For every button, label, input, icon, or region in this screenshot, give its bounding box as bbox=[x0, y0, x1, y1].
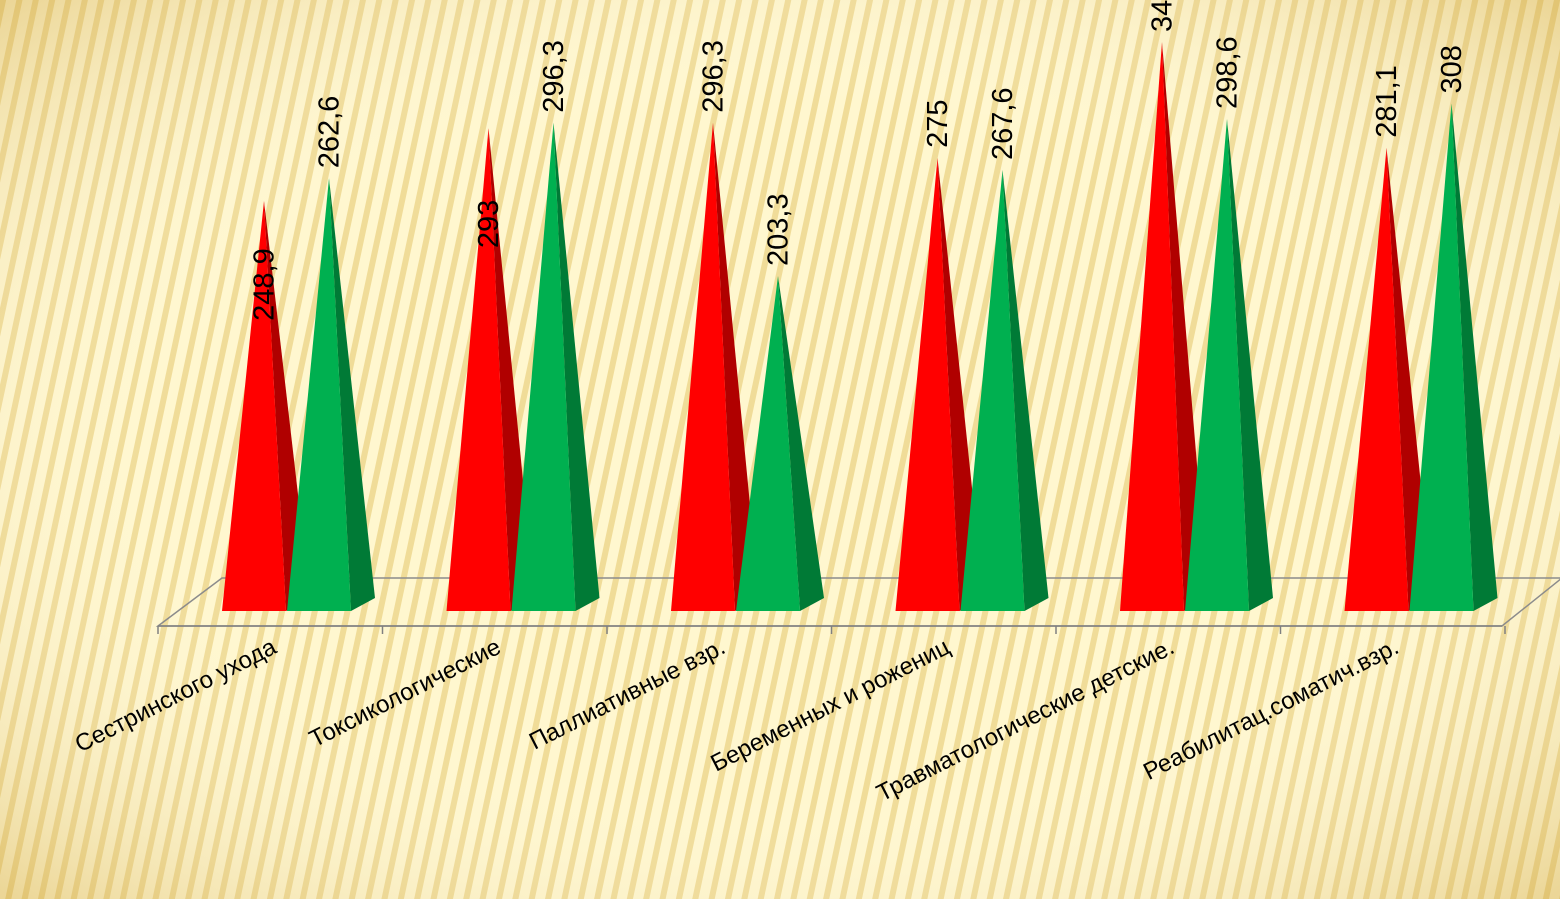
cone-side bbox=[1162, 41, 1208, 612]
cone-side bbox=[329, 178, 375, 612]
cone-side bbox=[1227, 118, 1273, 611]
cone-side bbox=[713, 122, 759, 611]
cone-front bbox=[511, 122, 576, 611]
cone-green-5 bbox=[1409, 103, 1498, 611]
cone-green-1 bbox=[511, 122, 600, 611]
cone-red-4 bbox=[1120, 41, 1208, 612]
value-label: 248,9 bbox=[249, 248, 281, 321]
cones bbox=[222, 41, 1498, 612]
value-label: 203,3 bbox=[763, 193, 795, 266]
cone-side bbox=[1451, 103, 1498, 611]
value-label: 296,3 bbox=[538, 40, 570, 113]
cone-front bbox=[222, 200, 286, 611]
cone-green-0 bbox=[287, 178, 375, 612]
cone-green-2 bbox=[736, 275, 824, 611]
cone-green-4 bbox=[1185, 118, 1273, 611]
cone-green-3 bbox=[960, 170, 1049, 612]
cone-front bbox=[1120, 41, 1184, 612]
cone-side bbox=[553, 122, 600, 611]
cone-front bbox=[736, 275, 800, 611]
cone-red-2 bbox=[671, 122, 759, 611]
cone-front bbox=[287, 178, 351, 612]
value-label: 308 bbox=[1436, 45, 1468, 93]
cone-front bbox=[671, 122, 735, 611]
cone-front bbox=[960, 170, 1025, 612]
value-label: 267,6 bbox=[987, 87, 1019, 160]
value-label: 298,6 bbox=[1212, 36, 1244, 109]
value-label: 345,3 bbox=[1147, 0, 1179, 32]
cone-front bbox=[1185, 118, 1249, 611]
cone-front bbox=[895, 157, 960, 611]
cone-front bbox=[446, 128, 511, 612]
cone-front bbox=[1409, 103, 1474, 611]
value-label: 262,6 bbox=[314, 96, 346, 169]
x-axis-ticks bbox=[157, 626, 1506, 634]
value-label: 275 bbox=[922, 99, 954, 147]
value-label: 281,1 bbox=[1371, 65, 1403, 138]
value-labels: 248,9 262,6 293 296,3 296,3 203,3 275 267,6 345,… bbox=[249, 0, 1469, 321]
cone-side bbox=[1002, 170, 1049, 612]
cone-side bbox=[778, 275, 824, 611]
value-label: 296,3 bbox=[698, 40, 730, 113]
value-label: 293 bbox=[473, 200, 505, 248]
cone-front bbox=[1344, 147, 1409, 611]
